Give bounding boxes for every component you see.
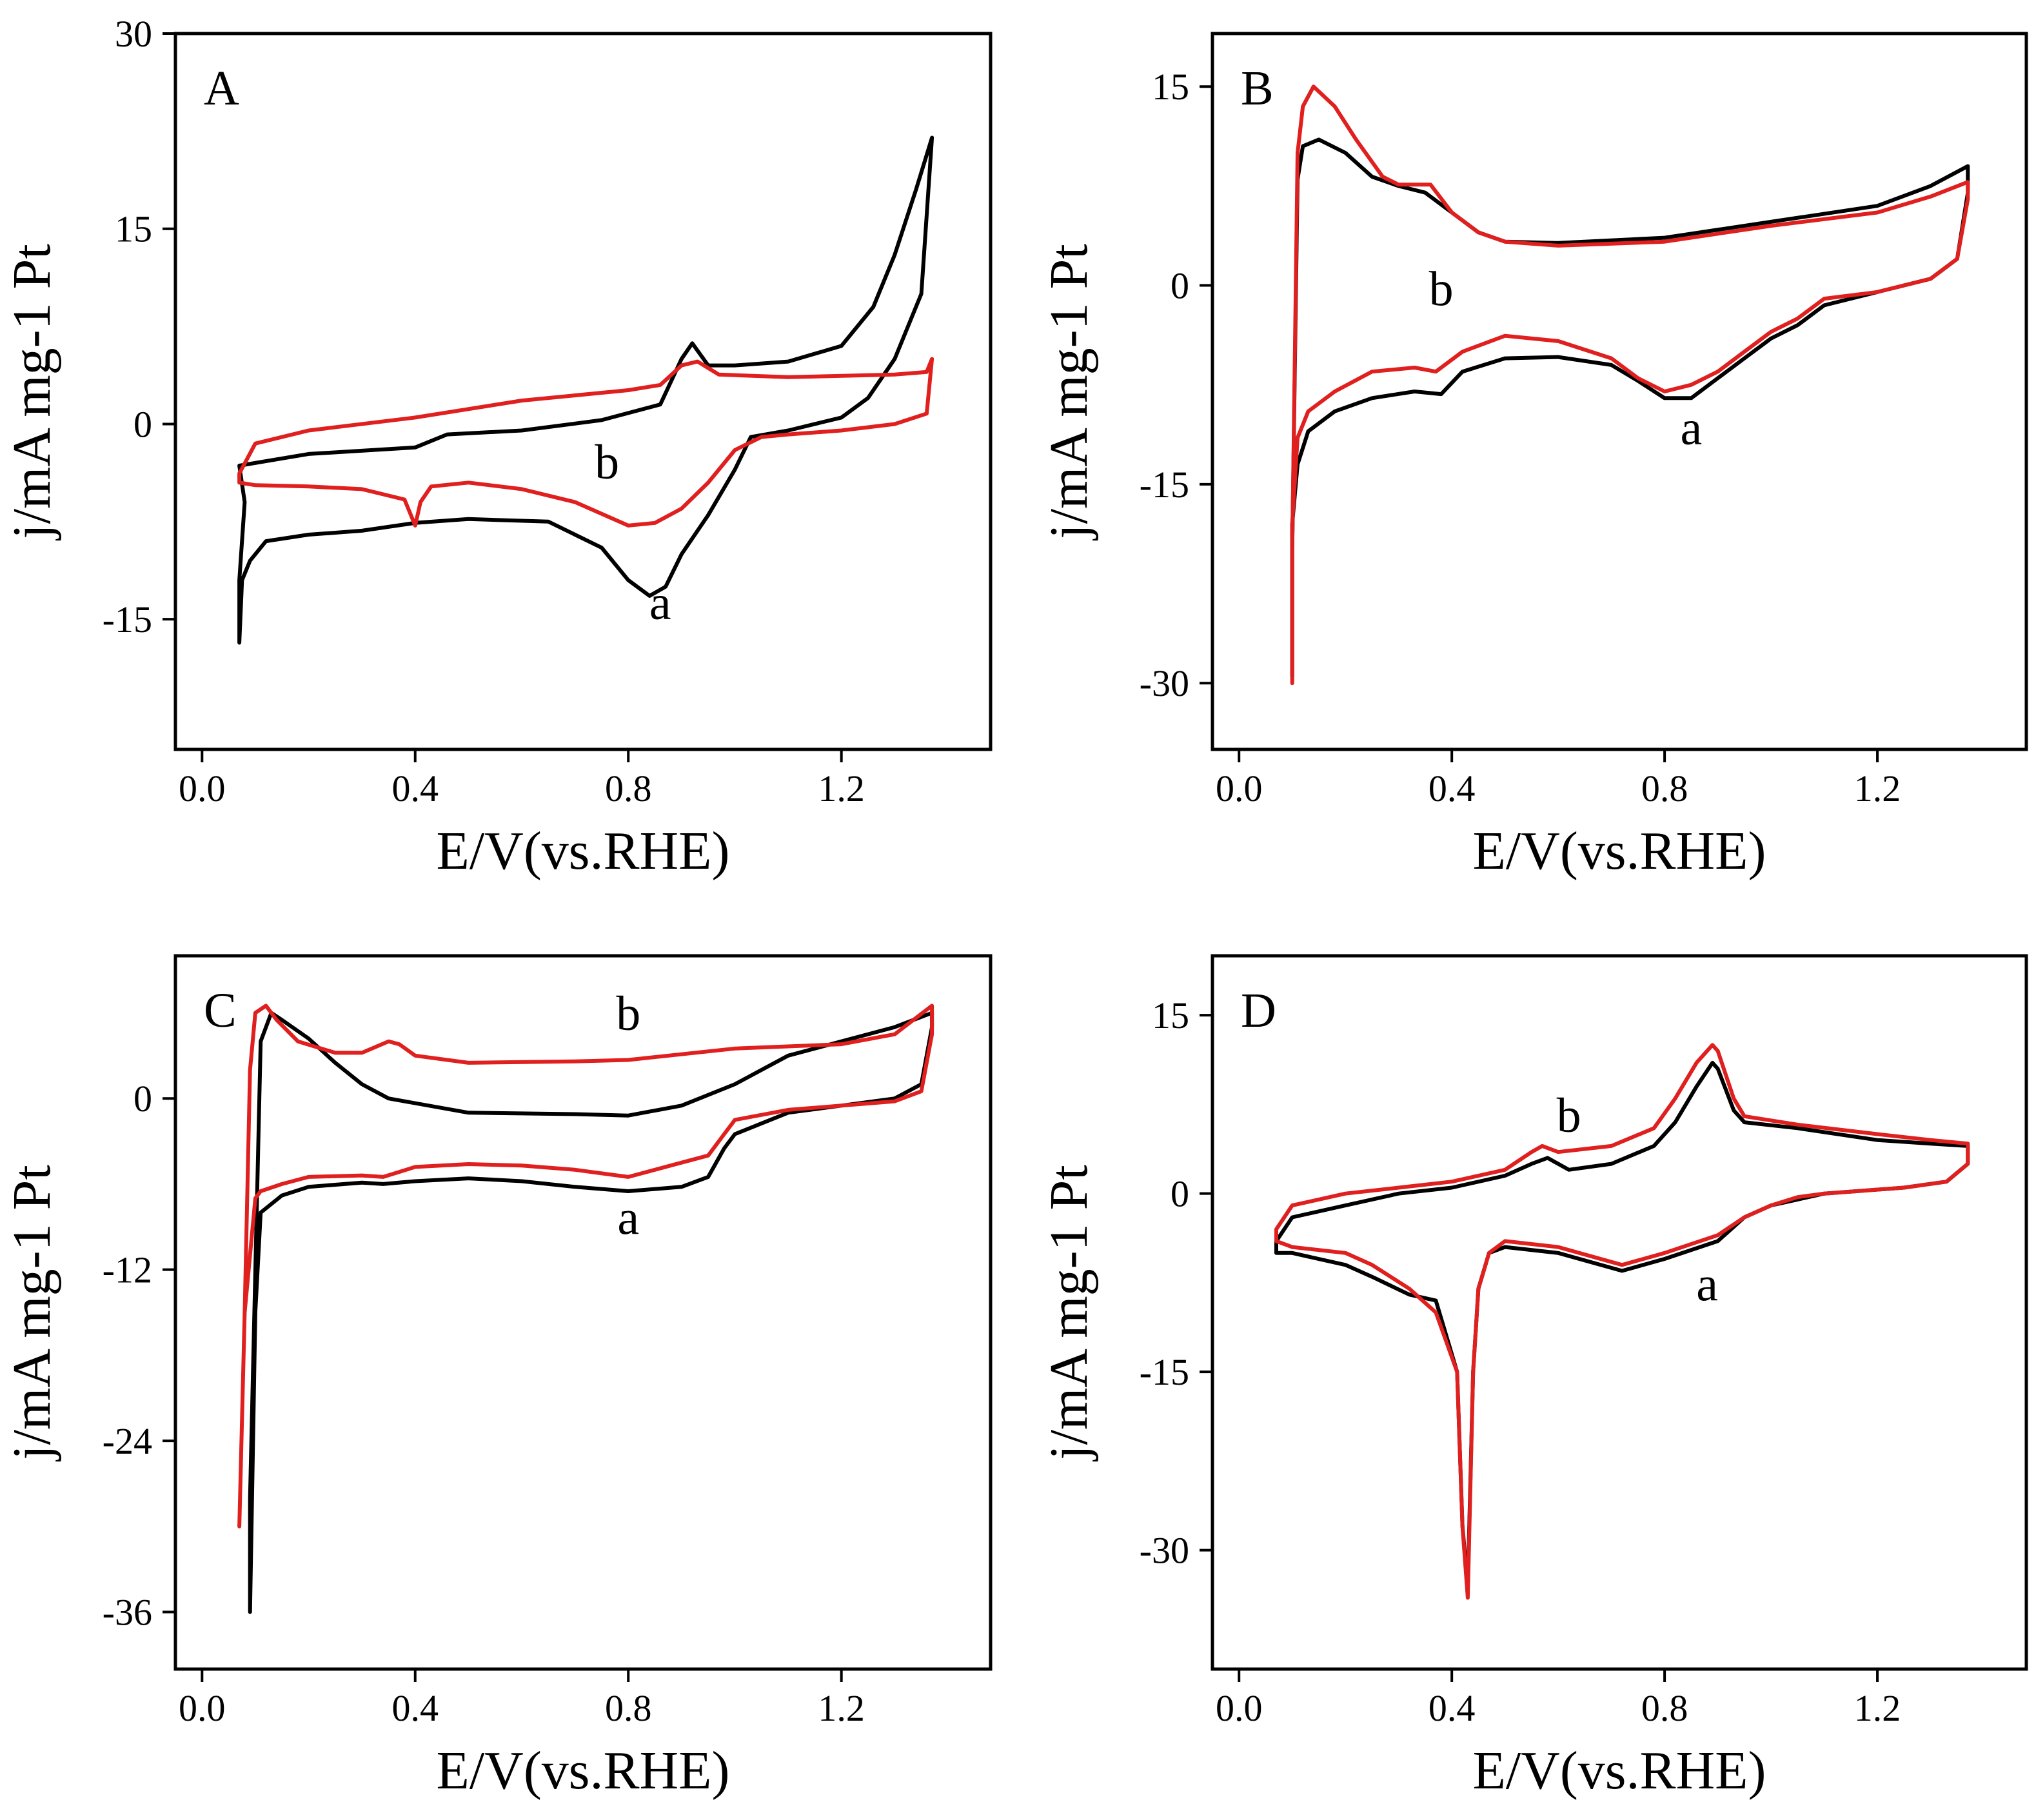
y-tick-label-b-3: 15 xyxy=(1152,66,1189,108)
panel-c: 0.0 0.4 0.8 1.2 -36 -24 -12 0 E/V(vs.RHE) j/mA mg… xyxy=(2,954,993,1801)
y-tick-label-a-3: 30 xyxy=(115,13,152,55)
x-tick-label-d-1: 0.4 xyxy=(1428,1687,1476,1729)
y-tick-label-c-0: -36 xyxy=(103,1592,152,1634)
y-axis-title-c: j/mA mg-1 Pt xyxy=(2,1165,62,1461)
panel-b: 0.0 0.4 0.8 1.2 -30 -15 0 15 E/V(vs.RHE) j/mA mg-… xyxy=(1039,32,2028,881)
y-axis-title-b: j/mA mg-1 Pt xyxy=(1039,244,1099,540)
x-tick-label-a-3: 1.2 xyxy=(818,767,865,809)
y-tick-label-a-2: 15 xyxy=(115,208,152,250)
series-b-curve-c xyxy=(237,1004,934,1528)
y-tick-label-a-1: 0 xyxy=(133,403,152,445)
series-b-curve-d xyxy=(1274,1043,1970,1600)
x-tick-label-b-0: 0.0 xyxy=(1216,767,1263,809)
x-tick-label-b-1: 0.4 xyxy=(1428,767,1476,809)
series-b-label-c: b xyxy=(616,987,640,1041)
y-tick-label-a-0: -15 xyxy=(103,598,152,640)
series-b-curve-b xyxy=(1290,84,1970,686)
y-tick-label-d-3: 15 xyxy=(1152,994,1189,1036)
x-tick-label-c-0: 0.0 xyxy=(179,1687,226,1729)
x-axis-title-d: E/V(vs.RHE) xyxy=(1473,1741,1766,1801)
panel-label-c: C xyxy=(204,984,237,1038)
series-b-curve-a xyxy=(237,357,934,528)
plot-frame-a xyxy=(173,32,993,751)
x-tick-label-d-2: 0.8 xyxy=(1641,1687,1688,1729)
panel-label-b: B xyxy=(1241,61,1274,115)
series-a-label-c: a xyxy=(617,1191,639,1245)
y-tick-label-b-0: -30 xyxy=(1140,662,1189,704)
series-a-label-b: a xyxy=(1680,401,1702,455)
x-axis-title-b: E/V(vs.RHE) xyxy=(1473,821,1766,881)
series-b-label-b: b xyxy=(1429,262,1454,316)
x-axis-title-a: E/V(vs.RHE) xyxy=(437,821,730,881)
y-axis-title-a: j/mA mg-1 Pt xyxy=(2,244,62,540)
panel-a: 0.0 0.4 0.8 1.2 -15 0 15 30 E/V(vs.RHE) j/mA mg-1… xyxy=(2,13,993,881)
panel-label-d: D xyxy=(1241,984,1276,1038)
series-b-label-d: b xyxy=(1557,1089,1581,1143)
y-tick-label-b-2: 0 xyxy=(1171,265,1189,307)
x-tick-label-d-3: 1.2 xyxy=(1854,1687,1901,1729)
plot-frame-c xyxy=(173,954,993,1671)
x-tick-label-b-2: 0.8 xyxy=(1641,767,1688,809)
x-axis-title-c: E/V(vs.RHE) xyxy=(437,1741,730,1801)
x-tick-label-a-1: 0.4 xyxy=(392,767,439,809)
plot-frame-b xyxy=(1211,32,2028,751)
panel-d: 0.0 0.4 0.8 1.2 -30 -15 0 15 E/V(vs.RHE) j/mA mg-… xyxy=(1039,954,2028,1801)
series-b-label-a: b xyxy=(595,435,619,490)
y-tick-label-c-2: -12 xyxy=(103,1249,152,1291)
plot-frame-d xyxy=(1211,954,2028,1671)
y-tick-label-c-1: -24 xyxy=(103,1420,152,1462)
series-a-label-d: a xyxy=(1696,1258,1718,1312)
y-tick-label-d-2: 0 xyxy=(1171,1173,1189,1215)
x-tick-label-b-3: 1.2 xyxy=(1854,767,1901,809)
x-tick-label-d-0: 0.0 xyxy=(1216,1687,1263,1729)
x-tick-label-a-0: 0.0 xyxy=(179,767,226,809)
y-tick-label-b-1: -15 xyxy=(1140,464,1189,506)
x-tick-label-a-2: 0.8 xyxy=(605,767,652,809)
y-tick-label-d-1: -15 xyxy=(1140,1351,1189,1393)
y-axis-title-d: j/mA mg-1 Pt xyxy=(1039,1165,1099,1461)
x-tick-label-c-3: 1.2 xyxy=(818,1687,865,1729)
x-tick-label-c-2: 0.8 xyxy=(605,1687,652,1729)
series-a-curve-b xyxy=(1290,137,1970,678)
x-tick-label-c-1: 0.4 xyxy=(392,1687,439,1729)
series-a-curve-c xyxy=(248,1011,934,1614)
y-tick-label-d-0: -30 xyxy=(1140,1530,1189,1572)
series-a-label-a: a xyxy=(649,576,671,630)
series-a-curve-a xyxy=(237,135,934,645)
panel-label-a: A xyxy=(204,61,239,115)
y-tick-label-c-3: 0 xyxy=(133,1078,152,1120)
